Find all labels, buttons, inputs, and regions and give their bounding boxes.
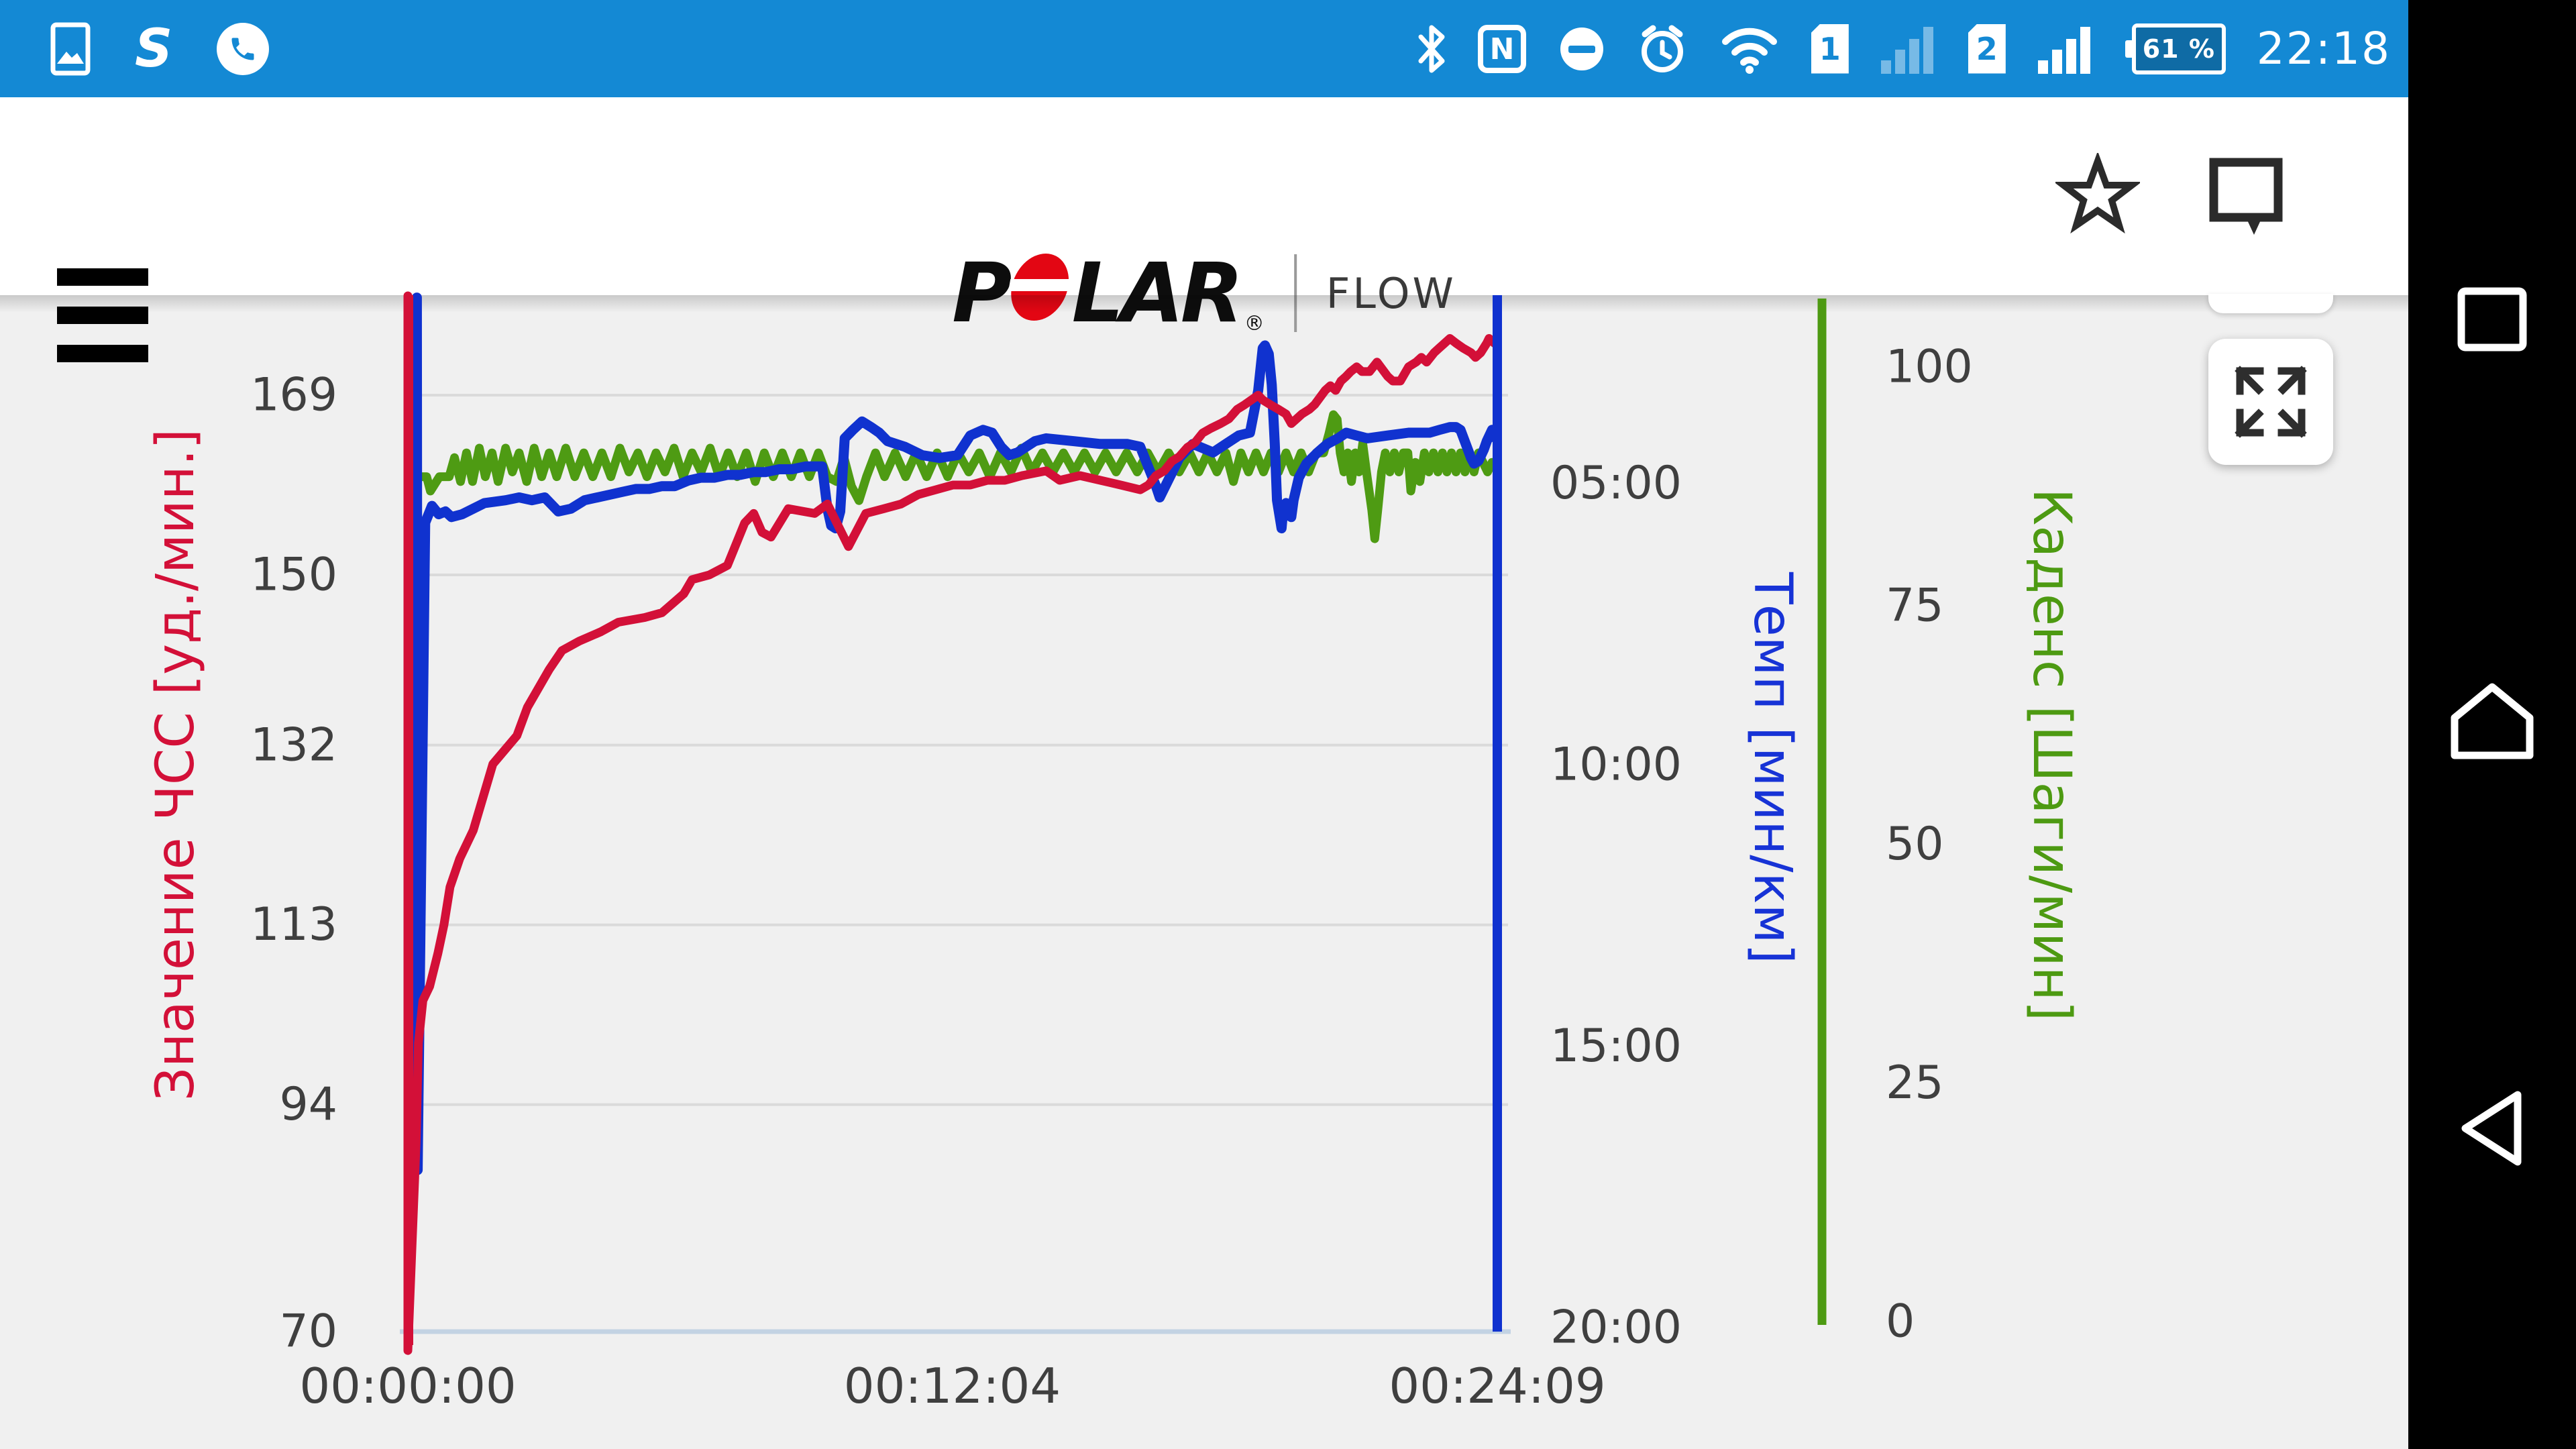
sim2-badge: 2 [1968, 23, 2006, 74]
pace-tick-label: 10:00 [1550, 739, 1682, 792]
alarm-icon [1637, 23, 1688, 74]
sim1-signal-icon [1880, 23, 1937, 75]
nfc-icon: N [1477, 24, 1527, 74]
x-tick-label: 00:12:04 [844, 1358, 1061, 1414]
brand-divider [1293, 254, 1297, 332]
s-app-icon: S [135, 18, 173, 79]
screenshot-icon [50, 22, 91, 76]
favorite-star-button[interactable] [2053, 150, 2142, 240]
android-nav-bar [2408, 0, 2576, 1449]
sim2-signal-icon [2037, 23, 2094, 75]
back-button[interactable] [2459, 1088, 2526, 1171]
hr-tick-label: 113 [250, 898, 337, 951]
cadence-tick-label: 0 [1886, 1295, 1915, 1348]
feedback-chat-button[interactable] [2204, 153, 2289, 240]
pace-tick-label: 20:00 [1550, 1301, 1682, 1354]
hr-tick-label: 94 [279, 1078, 337, 1131]
phone-call-icon [217, 22, 270, 75]
cadence-tick-label: 25 [1886, 1057, 1944, 1110]
header-actions [2053, 97, 2289, 295]
hamburger-bar [57, 268, 148, 286]
cadence-tick-label: 50 [1886, 818, 1944, 871]
hr-axis-title: Значение ЧСС [уд./мин.] [146, 429, 206, 1101]
hamburger-menu-button[interactable] [57, 268, 148, 362]
battery-percent: 61 % [2142, 34, 2215, 64]
status-bar: S N [0, 0, 2408, 97]
svg-text:N: N [1489, 32, 1514, 66]
polar-logo: P LAR ® [952, 252, 1265, 334]
status-clock: 22:18 [2256, 23, 2391, 74]
series-pace [411, 292, 1501, 1175]
hamburger-bar [57, 307, 148, 324]
series-heart_rate [403, 291, 1499, 1355]
hr-tick-label: 150 [250, 549, 337, 602]
registered-mark: ® [1244, 312, 1265, 335]
fullscreen-button[interactable] [2208, 339, 2333, 465]
home-button[interactable] [2451, 682, 2534, 763]
product-name: FLOW [1326, 268, 1456, 318]
cadence-tick-label: 100 [1886, 341, 1973, 394]
battery-icon: 61 % [2125, 23, 2226, 74]
system-status-icons: N 1 [1417, 0, 2391, 97]
brand-lockup: P LAR ® FLOW [952, 252, 1456, 334]
hr-tick-label: 70 [279, 1305, 337, 1358]
cadence-axis-title: Каденс [Шаги/мин] [2021, 488, 2082, 1022]
chart-tool-button-partial[interactable] [2208, 294, 2333, 313]
bluetooth-icon [1417, 23, 1446, 74]
polar-logo-p: P [952, 246, 1012, 341]
pace-tick-label: 05:00 [1550, 457, 1682, 510]
series-cadence [409, 410, 1501, 782]
hr-tick-label: 169 [250, 369, 337, 422]
pace-tick-label: 15:00 [1550, 1020, 1682, 1073]
pace-axis-title: Темп [мин/км] [1742, 572, 1803, 964]
x-tick-label: 00:00:00 [299, 1358, 516, 1414]
recents-button[interactable] [2457, 287, 2527, 354]
hr-tick-label: 132 [250, 718, 337, 771]
sim1-badge: 1 [1811, 23, 1849, 74]
app-header: P LAR ® FLOW [0, 97, 2408, 362]
x-tick-label: 00:24:09 [1389, 1358, 1605, 1414]
do-not-disturb-icon [1558, 25, 1606, 73]
notification-icons: S [50, 0, 270, 97]
cadence-tick-label: 75 [1886, 579, 1944, 632]
polar-logo-lar: LAR [1071, 246, 1244, 341]
hamburger-bar [57, 345, 148, 362]
wifi-icon [1719, 24, 1780, 74]
